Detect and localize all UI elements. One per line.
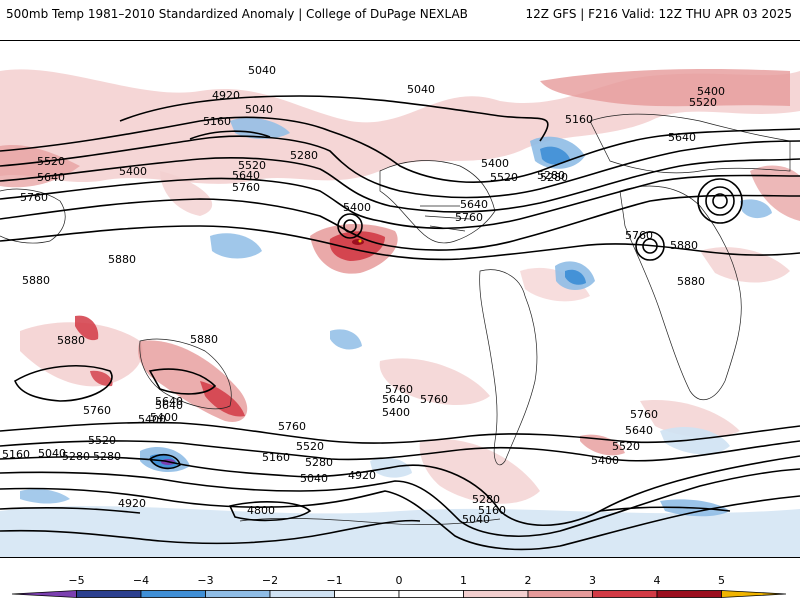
contour-label: 5280 [540, 171, 568, 184]
colorbar-swatch [269, 590, 335, 598]
contour-label: 5160 [262, 451, 290, 464]
colorbar-tick-label: 4 [653, 574, 661, 587]
contour-label: 5880 [22, 274, 50, 287]
colorbar-swatch [721, 590, 787, 598]
colorbar-swatch [76, 590, 142, 598]
contour-label: 5760 [420, 393, 448, 406]
contour-label: 5880 [57, 334, 85, 347]
contour-label: 5400 [150, 411, 178, 424]
contour-label: 4800 [247, 504, 275, 517]
contour-label: 5040 [38, 447, 66, 460]
colorbar-swatch [398, 590, 464, 598]
contour-label: 5520 [490, 171, 518, 184]
colorbar-swatch [11, 590, 77, 598]
contour-label: 5160 [478, 504, 506, 517]
contour-label: 5400 [138, 413, 166, 426]
contour-label: 5760 [385, 383, 413, 396]
contour-label: 5880 [190, 333, 218, 346]
contour-label: 5640 [155, 399, 183, 412]
colorbar-graphic [11, 590, 787, 598]
contour-label: 5520 [37, 155, 65, 168]
map-title: 500mb Temp 1981–2010 Standardized Anomal… [6, 7, 468, 21]
contour-label: 5040 [462, 513, 490, 526]
contour-label: 5880 [677, 275, 705, 288]
colorbar-tick-label: 1 [460, 574, 467, 587]
colorbar-swatch [463, 590, 529, 598]
colorbar-tick-label: 5 [718, 574, 725, 587]
contour-label: 4920 [348, 469, 376, 482]
contour-label: 5520 [689, 96, 717, 109]
contour-label: 5160 [203, 115, 231, 128]
coastlines [0, 113, 791, 525]
contour-label: 5760 [278, 420, 306, 433]
colorbar-swatch [140, 590, 206, 598]
contour-label: 5400 [591, 454, 619, 467]
contour-label: 5400 [343, 201, 371, 214]
colorbar-tick-label: −1 [326, 574, 343, 587]
contour-labels: 5040 4920 5040 5160 5040 5400 5520 5160 … [2, 64, 725, 526]
contour-label: 5640 [625, 424, 653, 437]
colorbar-tick-label: −3 [197, 574, 214, 587]
colorbar: −5 −4 −3 −2 −1 0 1 2 3 4 5 [0, 562, 800, 600]
contour-label: 5520 [296, 440, 324, 453]
contour-label: 5280 [305, 456, 333, 469]
anomaly-map: 5040 4920 5040 5160 5040 5400 5520 5160 … [0, 40, 800, 558]
contour-label: 5520 [88, 434, 116, 447]
contour-label: 5880 [108, 253, 136, 266]
contour-label: 5640 [382, 393, 410, 406]
contour-label: 5760 [232, 181, 260, 194]
colorbar-tick-label: −5 [68, 574, 85, 587]
contour-label: 5040 [248, 64, 276, 77]
contour-label: 5640 [155, 395, 183, 408]
contour-label: 5280 [93, 450, 121, 463]
colorbar-tick-label: −2 [261, 574, 279, 587]
contour-label: 4920 [118, 497, 146, 510]
contour-label: 5280 [537, 169, 565, 182]
contour-label: 5280 [290, 149, 318, 162]
colorbar-swatch [205, 590, 271, 598]
height-contours [0, 95, 800, 551]
colorbar-swatch [527, 590, 593, 598]
contour-label: 5640 [460, 198, 488, 211]
contour-label: 5760 [20, 191, 48, 204]
contour-label: 5400 [697, 85, 725, 98]
contour-label: 5640 [232, 169, 260, 182]
contour-label: 5520 [238, 159, 266, 172]
contour-label: 5160 [2, 448, 30, 461]
contour-label: 5760 [455, 211, 483, 224]
contour-label: 5400 [481, 157, 509, 170]
contour-label: 5040 [300, 472, 328, 485]
colorbar-swatch [592, 590, 658, 598]
contour-label: 5640 [37, 171, 65, 184]
contour-label: 5760 [630, 408, 658, 421]
contour-label: 5880 [670, 239, 698, 252]
contour-label: 5760 [83, 404, 111, 417]
contour-label: 4920 [212, 89, 240, 102]
contour-label: 5040 [407, 83, 435, 96]
colorbar-tick-label: 3 [589, 574, 596, 587]
contour-label: 5040 [245, 103, 273, 116]
contour-label: 5280 [62, 450, 90, 463]
model-run-info: 12Z GFS | F216 Valid: 12Z THU APR 03 202… [525, 7, 792, 21]
header: 500mb Temp 1981–2010 Standardized Anomal… [0, 0, 800, 40]
contour-label: 5400 [382, 406, 410, 419]
contour-label: 5640 [668, 131, 696, 144]
colorbar-tick-label: 0 [395, 574, 403, 587]
contour-label: 5280 [472, 493, 500, 506]
colorbar-swatch [334, 590, 400, 598]
colorbar-swatch [656, 590, 722, 598]
map-canvas: 5040 4920 5040 5160 5040 5400 5520 5160 … [0, 64, 800, 557]
contour-label: 5760 [625, 229, 653, 242]
colorbar-tick-label: −4 [132, 574, 150, 587]
colorbar-tick-label: 2 [524, 574, 532, 587]
contour-label: 5160 [565, 113, 593, 126]
contour-label: 5400 [119, 165, 147, 178]
contour-label: 5520 [612, 440, 640, 453]
